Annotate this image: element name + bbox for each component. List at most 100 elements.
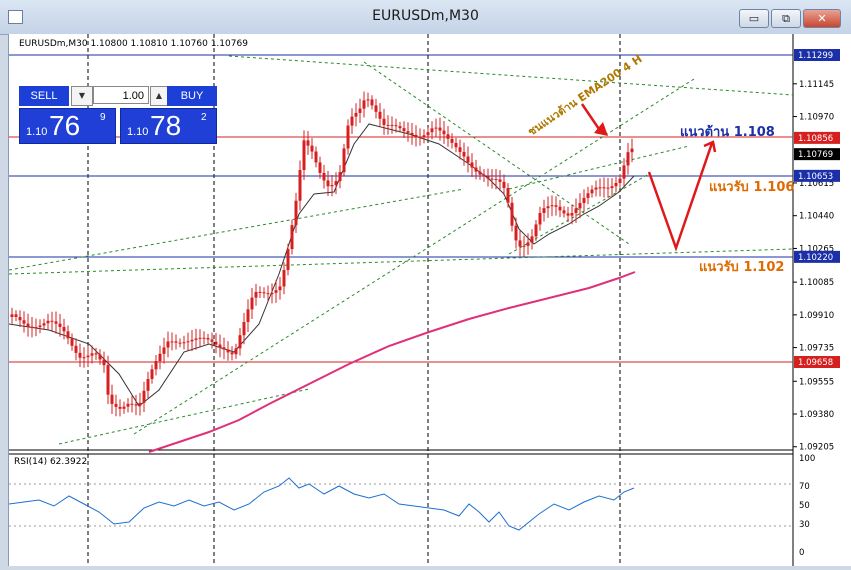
candle-body — [50, 320, 54, 322]
candle-body — [558, 206, 562, 211]
candle-body — [598, 187, 602, 189]
candle-body — [86, 355, 90, 358]
candle-body — [274, 290, 278, 293]
candle-body — [614, 182, 618, 187]
candle-body — [366, 99, 370, 101]
volume-up-icon[interactable]: ▲ — [150, 86, 168, 106]
sell-button[interactable]: SELL — [19, 86, 69, 106]
chart-window[interactable]: แนวต้าน 1.108 แนวรับ 1.106 แนวรับ 1.102 … — [8, 34, 851, 566]
candle-body — [286, 249, 290, 270]
price-level-box — [794, 49, 840, 61]
sell-price-box[interactable]: 1.10 76 9 — [19, 108, 116, 144]
candle-body — [14, 314, 18, 317]
price-level-box — [794, 148, 840, 161]
candle-body — [226, 349, 230, 353]
restore-button[interactable]: ⧉ — [771, 9, 801, 28]
candle-body — [502, 181, 506, 188]
rsi-levels — [9, 483, 793, 527]
volume-input[interactable]: 1.00 — [93, 86, 149, 104]
candle-body — [362, 100, 366, 109]
candle-body — [322, 172, 326, 181]
candle-body — [66, 331, 70, 339]
price-level-label: 1.10856 — [798, 134, 833, 144]
candle-body — [234, 348, 238, 355]
price-tick-label: 1.09555 — [799, 377, 834, 387]
candle-body — [62, 326, 66, 332]
candle-body — [378, 111, 382, 119]
buy-button[interactable]: BUY — [167, 86, 217, 106]
candle-body — [478, 171, 482, 175]
price-level-label: 1.10220 — [798, 253, 833, 263]
candle-body — [166, 341, 170, 348]
buy-price-box[interactable]: 1.10 78 2 — [120, 108, 217, 144]
candle-body — [498, 179, 502, 182]
one-click-trading-panel: SELL ▼ 1.00 ▲ BUY 1.10 76 9 1.10 78 2 — [19, 86, 217, 144]
candle-body — [178, 342, 182, 344]
candle-body — [238, 335, 242, 349]
minimize-button[interactable]: ▭ — [739, 9, 769, 28]
price-tick-label: 1.10440 — [799, 212, 834, 222]
price-tick-label: 1.10265 — [799, 244, 834, 254]
rsi-label: RSI(14) 62.3922 — [14, 457, 87, 467]
price-level-box — [794, 131, 840, 144]
candle-body — [594, 187, 598, 190]
candle-body — [462, 151, 466, 157]
candle-body — [70, 338, 74, 346]
candle-body — [298, 170, 302, 201]
candle-body — [470, 162, 474, 168]
price-tick-label: 1.09735 — [799, 344, 834, 354]
candle-body — [18, 316, 22, 321]
candle-body — [422, 135, 426, 138]
candle-body — [138, 402, 142, 406]
candle-body — [618, 178, 622, 183]
candle-body — [198, 337, 202, 339]
candle-body — [514, 225, 518, 241]
rsi-tick-label: 0 — [799, 548, 804, 558]
candle-body — [358, 108, 362, 113]
candle-body — [314, 151, 318, 163]
candle-body — [118, 406, 122, 409]
candle-body — [562, 210, 566, 214]
price-level-labels: 1.11299 1.10856 1.10769 1.10653 1.10220 1.096… — [794, 49, 840, 368]
price-level-box — [794, 250, 840, 263]
candle-body — [582, 197, 586, 204]
candle-body — [602, 187, 606, 189]
candle-body — [310, 145, 314, 152]
period-separators — [87, 34, 621, 566]
candle-body — [430, 128, 434, 133]
buy-price-pip: 2 — [201, 112, 207, 123]
price-tick-label: 1.09380 — [799, 410, 834, 420]
candle-body — [402, 128, 406, 132]
candle-body — [158, 353, 162, 362]
candle-body — [114, 403, 118, 407]
candle-body — [546, 206, 550, 209]
rsi-scale: 100 70 50 30 0 — [799, 454, 815, 558]
close-button[interactable]: ✕ — [803, 9, 841, 28]
volume-dropdown-icon[interactable]: ▼ — [71, 86, 93, 106]
candle-body — [538, 213, 542, 225]
moving-average-line — [8, 123, 635, 407]
candle-body — [106, 365, 110, 395]
candle-body — [306, 140, 310, 146]
candle-body — [202, 337, 206, 339]
ema-arrow-head — [594, 122, 608, 136]
candle-body — [270, 292, 274, 295]
candle-body — [330, 185, 334, 187]
window-titlebar: EURUSDm,M30 ▭ ⧉ ✕ — [0, 0, 851, 35]
candle-body — [82, 357, 86, 359]
candle-body — [98, 354, 102, 360]
candle-body — [154, 361, 158, 370]
rsi-tick-label: 70 — [799, 482, 810, 492]
price-level-label: 1.09658 — [798, 358, 833, 368]
candle-body — [254, 291, 258, 298]
candle-body — [54, 321, 58, 324]
candle-body — [38, 325, 42, 328]
candle-body — [342, 148, 346, 173]
candle-body — [42, 323, 46, 326]
candle-body — [606, 187, 610, 189]
resistance-annotation: แนวต้าน 1.108 — [680, 124, 775, 140]
price-tick-label: 1.10615 — [799, 179, 834, 189]
price-level-box — [794, 169, 840, 182]
candle-body — [390, 124, 394, 126]
candle-body — [242, 322, 246, 336]
